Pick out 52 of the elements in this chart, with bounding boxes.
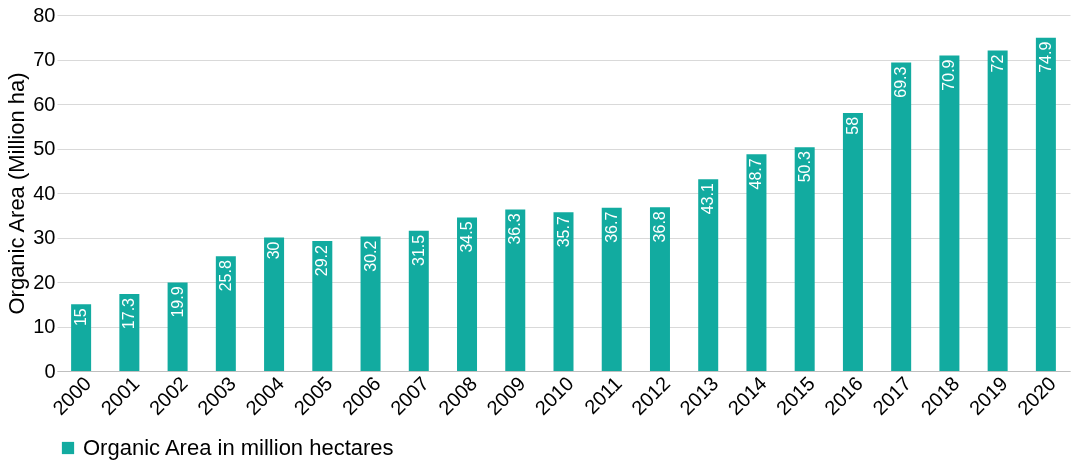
data-label: 29.2: [313, 244, 331, 277]
y-tick-label: 10: [33, 315, 56, 337]
data-label: 17.3: [120, 297, 138, 330]
bar: [987, 50, 1008, 371]
y-tick-label: 60: [33, 92, 56, 115]
bar: [939, 55, 960, 371]
bar: [71, 304, 92, 371]
data-label: 25.8: [216, 260, 234, 292]
data-label: 36.3: [506, 213, 524, 245]
y-tick-label: 80: [33, 3, 56, 26]
bar: [408, 230, 429, 371]
legend-label: Organic Area in million hectares: [83, 435, 394, 460]
data-label: 35.7: [554, 216, 572, 248]
bar: [1035, 37, 1056, 371]
bar: [601, 207, 622, 371]
data-label: 34.5: [458, 221, 476, 253]
data-label: 36.8: [650, 211, 668, 243]
bar: [746, 154, 767, 371]
data-label: 48.7: [747, 158, 765, 190]
y-tick-label: 20: [33, 270, 56, 293]
bar: [215, 256, 236, 371]
bar: [842, 112, 863, 371]
bar: [553, 212, 574, 371]
data-label: 31.5: [409, 234, 427, 266]
y-tick-label: 0: [44, 359, 56, 382]
bar: [649, 207, 670, 371]
y-tick-label: 30: [33, 226, 56, 248]
bar: [698, 179, 719, 371]
data-label: 19.9: [168, 286, 186, 318]
y-tick-label: 70: [33, 48, 56, 70]
data-label: 70.9: [940, 59, 958, 91]
y-axis-title: Organic Area (Million ha): [4, 72, 30, 315]
data-label: 30.2: [361, 240, 379, 272]
data-label: 36.7: [602, 211, 620, 243]
y-tick-label: 50: [33, 137, 56, 159]
bar: [264, 237, 285, 371]
bar: [505, 209, 526, 371]
data-label: 30: [265, 241, 283, 260]
data-label: 43.1: [699, 183, 717, 215]
data-label: 72: [988, 54, 1006, 73]
data-label: 15: [72, 308, 90, 327]
data-label: 50.3: [795, 151, 813, 183]
y-tick-label: 40: [33, 181, 56, 204]
bar: [794, 147, 815, 371]
bar: [360, 236, 381, 371]
bar: [312, 241, 333, 371]
data-label: 58: [843, 116, 861, 135]
bar: [167, 282, 188, 371]
bar: [457, 217, 478, 371]
data-label: 69.3: [892, 66, 910, 98]
bar: [891, 62, 912, 371]
data-label: 74.9: [1036, 41, 1054, 73]
